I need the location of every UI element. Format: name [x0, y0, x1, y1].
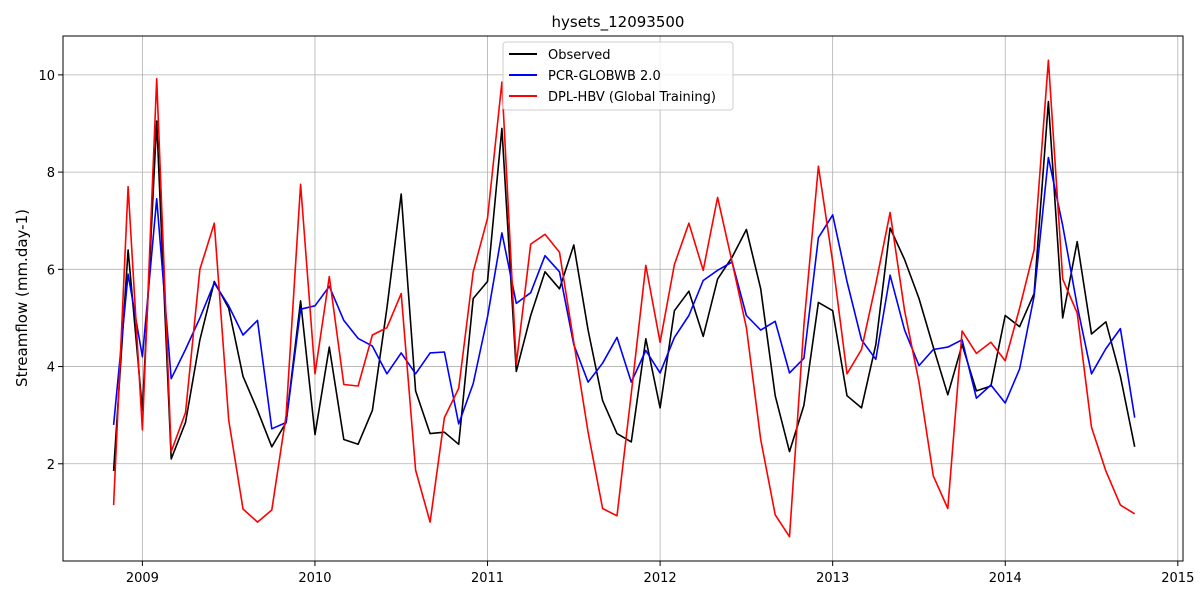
- y-tick-label: 8: [47, 166, 55, 181]
- x-tick-label: 2014: [989, 571, 1022, 586]
- series-lines: [112, 59, 1136, 538]
- plot-area-frame: [62, 35, 1184, 562]
- grid-lines: [63, 36, 1183, 561]
- x-tick-label: 2013: [816, 571, 849, 586]
- legend-frame: [502, 41, 734, 111]
- y-axis-ticks: 2 4 6 8 10: [38, 69, 63, 473]
- x-tick-label: 2015: [1161, 571, 1194, 586]
- legend-label-pcr-globwb: PCR-GLOBWB 2.0: [548, 69, 661, 84]
- x-tick-label: 2009: [126, 571, 159, 586]
- x-tick-label: 2011: [471, 571, 504, 586]
- plot-area-background: [63, 36, 1183, 561]
- legend: Observed PCR-GLOBWB 2.0 DPL-HBV (Global …: [502, 41, 734, 111]
- series-line-dpl-hbv-global-training: [112, 59, 1136, 538]
- y-tick-label: 6: [47, 263, 55, 278]
- y-tick-label: 10: [38, 69, 55, 84]
- x-tick-label: 2010: [298, 571, 331, 586]
- chart-title: hysets_12093500: [552, 13, 685, 32]
- y-tick-label: 4: [47, 361, 55, 376]
- y-axis-label: Streamflow (mm.day-1): [13, 209, 31, 387]
- series-line-pcr-globwb-2-0: [112, 156, 1136, 430]
- legend-label-dpl-hbv: DPL-HBV (Global Training): [548, 90, 716, 105]
- y-tick-label: 2: [47, 458, 55, 473]
- legend-label-observed: Observed: [548, 48, 611, 63]
- x-tick-label: 2012: [644, 571, 677, 586]
- x-axis-ticks: 2009 2010 2011 2012 2013 2014 2015: [126, 561, 1194, 586]
